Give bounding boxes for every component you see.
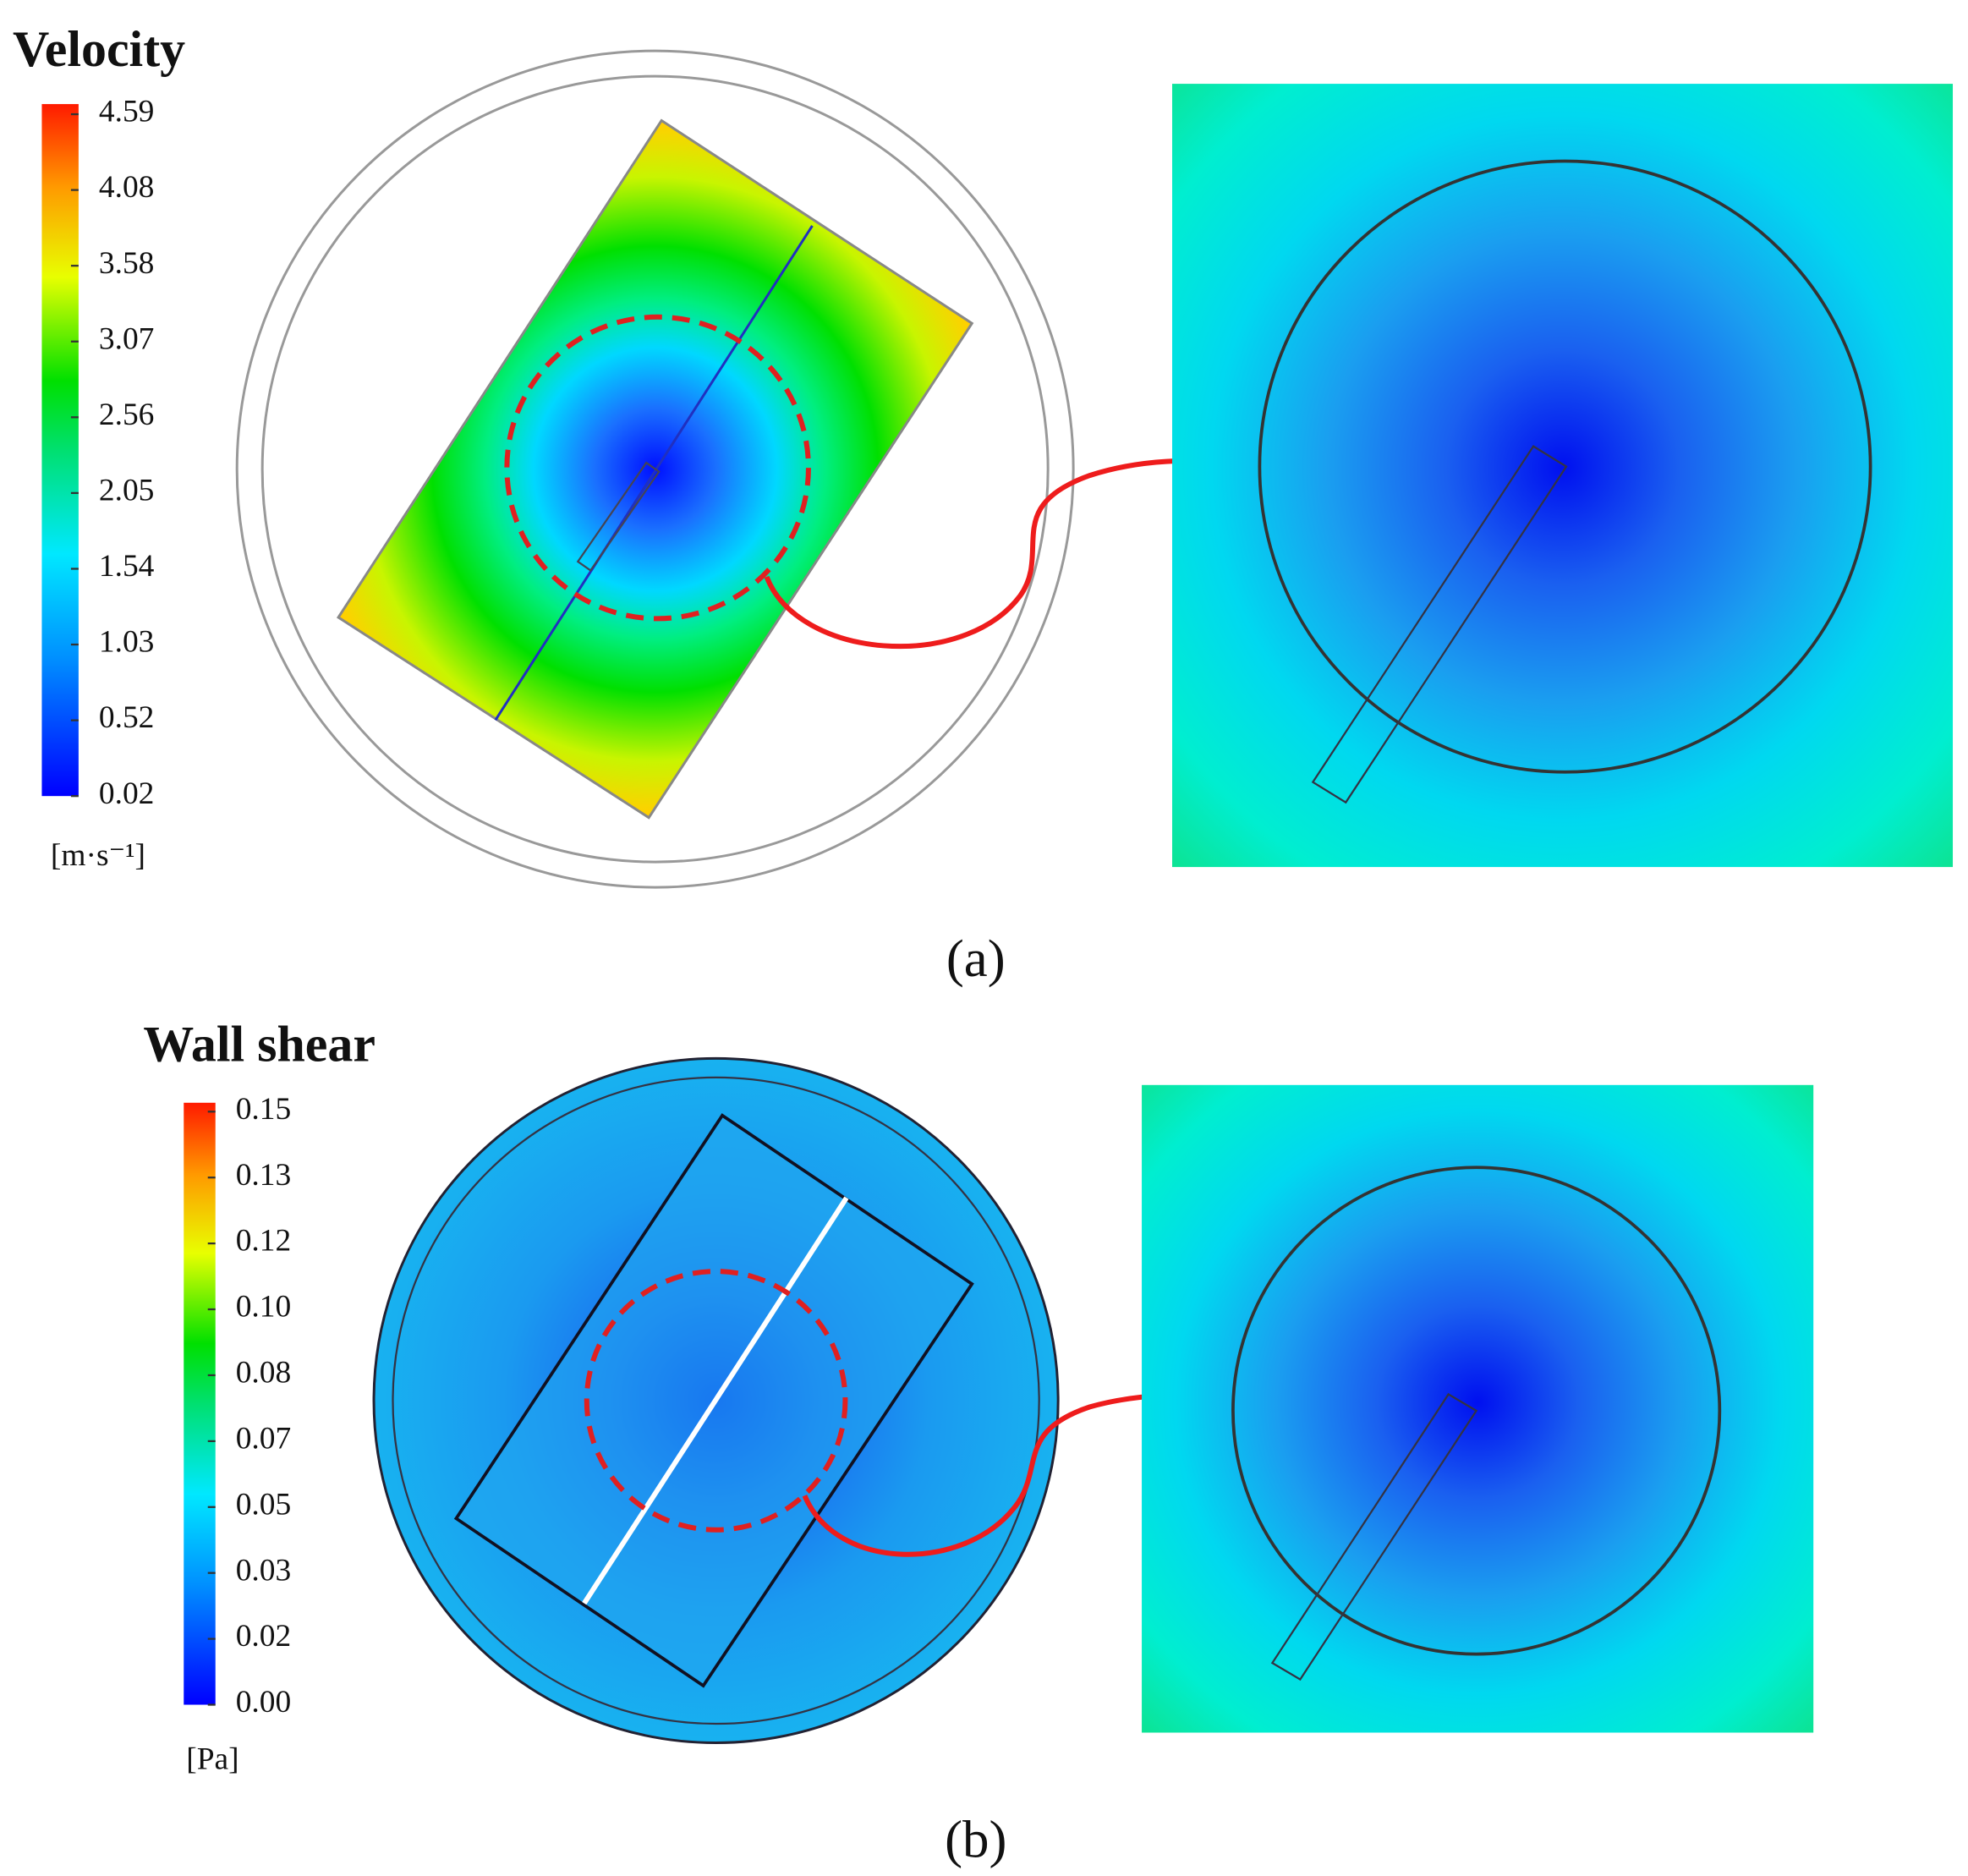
colorbar	[184, 1102, 216, 1705]
colorbar-tick-label: 0.13	[236, 1158, 292, 1193]
colorbar-tick-label: 0.52	[99, 700, 155, 735]
colorbar-tick-label: 0.15	[236, 1092, 292, 1127]
unit: [m·s⁻¹]	[51, 838, 145, 873]
unit: [Pa]	[186, 1742, 238, 1777]
colorbar-tick-label: 0.12	[236, 1224, 292, 1259]
plane-outline	[336, 118, 974, 820]
colorbar-ticks: 4.59 4.08 3.58 3.07 2.56 2.05 1.54 1.03 0.52 0.02	[70, 95, 155, 811]
colorbar-tick-label: 0.03	[236, 1553, 292, 1588]
blade	[576, 461, 661, 573]
colorbar-tick-label: 0.07	[236, 1421, 292, 1456]
colorbar-tick-label: 1.54	[99, 549, 155, 584]
zoom-contour	[1142, 1084, 1814, 1733]
colorbar-ticks: 0.15 0.13 0.12 0.10 0.08 0.07 0.05 0.03 0.02 0.00	[207, 1092, 292, 1720]
colorbar-tick-label: 4.59	[99, 95, 155, 129]
panel-b: Wall shear 0.150.130.120.100.080.070.050…	[143, 1016, 1814, 1868]
colorbar-tick-label: 1.03	[99, 625, 155, 660]
colorbar-tick-label: 2.56	[99, 398, 155, 432]
colorbar-tick-label: 0.08	[236, 1356, 292, 1391]
zoom-circle	[1258, 159, 1872, 774]
colorbar-tick-label: 0.02	[99, 776, 155, 811]
colorbar-tick-label: 3.07	[99, 321, 155, 356]
highlight-circle	[504, 314, 811, 622]
colorbar-tick-label: 0.05	[236, 1487, 292, 1522]
vessel-inner	[392, 1076, 1040, 1725]
colorbar-tick-label: 3.58	[99, 246, 155, 281]
colorbar-tick-label: 0.10	[236, 1290, 292, 1325]
vessel-outer	[235, 49, 1075, 889]
colorbar-tick-label: 0.00	[236, 1685, 292, 1720]
panel-title: Velocity	[13, 21, 185, 77]
zoom-contour	[1172, 84, 1954, 868]
zoom-blade	[1311, 445, 1568, 804]
arrow	[764, 440, 1255, 649]
colorbar-tick-label: 4.08	[99, 170, 155, 205]
panel-label: (b)	[945, 1809, 1006, 1868]
panel-label: (a)	[946, 929, 1006, 988]
shaft-line	[582, 1196, 849, 1605]
panel-a: Velocity 4.59 4.08 3.58 3.07 2.56 2.05 1.54 1.0…	[13, 21, 1954, 988]
colorbar-tick-label: 0.02	[236, 1619, 292, 1654]
vessel-inner	[260, 74, 1050, 864]
panel-title: Wall shear	[143, 1016, 376, 1072]
highlight-circle	[584, 1269, 848, 1533]
zoom-circle	[1231, 1166, 1722, 1656]
colorbar-tick-label: 2.05	[99, 473, 155, 507]
colorbar	[41, 104, 79, 797]
zoom-blade	[1270, 1392, 1478, 1681]
shaft-line	[494, 225, 814, 721]
